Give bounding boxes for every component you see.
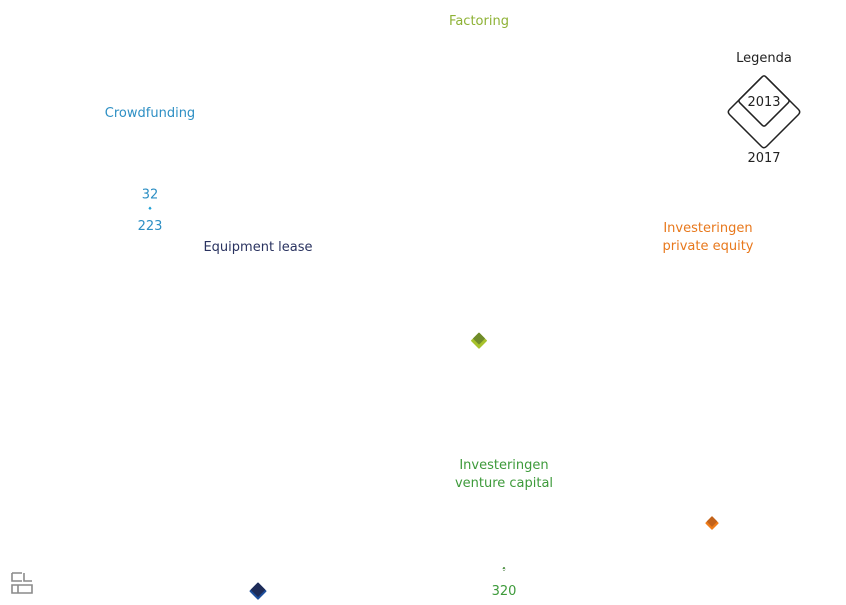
diamond-2017-crowdfunding (148, 206, 152, 210)
diamond-2013-factoring (473, 332, 485, 345)
value-2013-venture_capital: 195 (492, 563, 517, 578)
diamond-2013-private_equity (706, 516, 718, 527)
category-crowdfunding: Crowdfunding 32 223 (105, 106, 195, 234)
category-label-factoring: Factoring (449, 14, 509, 29)
category-venture_capital: Investeringen venture capital 195 320 (455, 458, 553, 599)
value-2017-equipment_lease: 5 975 (239, 567, 276, 582)
cbs-logo-icon (11, 572, 33, 594)
legend-label-2017: 2017 (747, 151, 780, 166)
legend: Legenda 2013 2017 (727, 51, 801, 166)
diamond-2013-venture_capital (502, 566, 506, 571)
value-2013-equipment_lease: 4 191 (239, 558, 276, 573)
value-2017-private_equity: 3 673 (693, 497, 730, 512)
value-2013-crowdfunding: 32 (142, 188, 159, 203)
legend-label-2013: 2013 (747, 95, 780, 110)
value-2017-factoring: 5 280 (460, 316, 497, 331)
category-label-private_equity: Investeringen (663, 221, 752, 236)
category-label-equipment_lease: Equipment lease (203, 240, 312, 255)
legend-title: Legenda (736, 51, 792, 66)
category-label-crowdfunding: Crowdfunding (105, 106, 195, 121)
value-2013-private_equity: 2 218 (693, 488, 730, 503)
category-label-venture_capital: Investeringen (459, 458, 548, 473)
value-2013-factoring: 2 910 (460, 306, 497, 321)
category-label-private_equity: private equity (663, 239, 754, 254)
category-label-venture_capital: venture capital (455, 476, 553, 491)
value-2017-crowdfunding: 223 (138, 219, 163, 234)
value-2017-venture_capital: 320 (492, 584, 517, 599)
diamond-2013-crowdfunding (149, 206, 151, 208)
diamond-2013-equipment_lease (250, 582, 266, 597)
legend-diamond-2013 (738, 75, 790, 127)
